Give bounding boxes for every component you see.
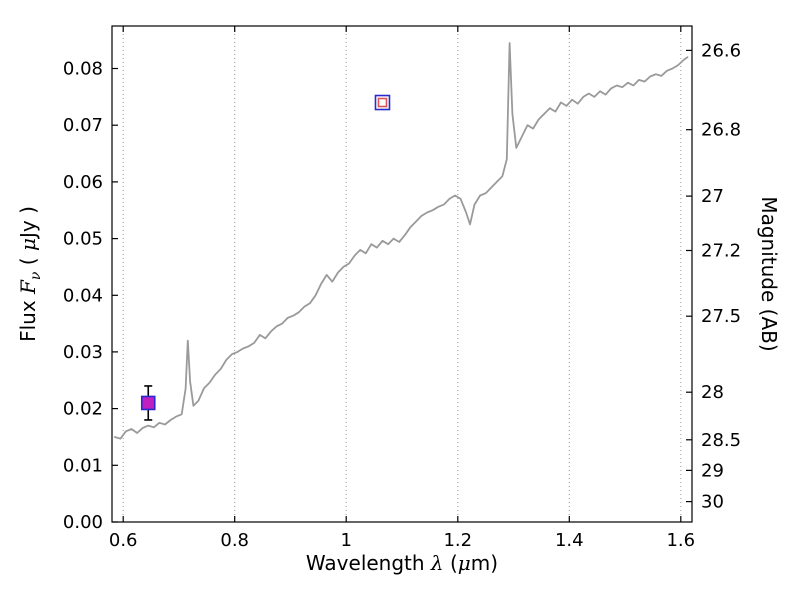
mu-symbol: μ xyxy=(16,238,40,252)
mag-tick-label: 28 xyxy=(701,382,724,403)
mag-tick-label: 29 xyxy=(701,460,724,481)
x-axis-label-text: Wavelength xyxy=(305,551,431,575)
mu-symbol: μ xyxy=(457,551,471,575)
measured-point-open-inner xyxy=(377,97,388,108)
x-axis-label-text: m) xyxy=(470,551,499,575)
mag-tick-label: 30 xyxy=(701,492,724,513)
y-tick-label: 0.07 xyxy=(63,115,103,136)
nu-subscript: ν xyxy=(28,271,44,281)
x-axis-label-text: ( xyxy=(443,551,458,575)
y-axis-label-text: ( xyxy=(16,251,40,272)
y-axis-label: Flux Fν ( μJy ) xyxy=(16,206,44,342)
x-axis-label: Wavelength λ (μm) xyxy=(112,551,692,575)
measured-point-open xyxy=(374,94,391,111)
mag-tick-label: 27 xyxy=(701,186,724,207)
lambda-symbol: λ xyxy=(430,551,444,575)
y-axis-label-text: Flux xyxy=(16,293,40,342)
y-tick-label: 0.01 xyxy=(63,455,103,476)
x-tick-label: 1 xyxy=(340,530,351,551)
y-tick-label: 0.06 xyxy=(63,172,103,193)
mag-tick-label: 26.8 xyxy=(701,120,741,141)
measured-point-filled xyxy=(140,395,156,411)
x-tick-label: 0.6 xyxy=(109,530,138,551)
x-tick-label: 1.6 xyxy=(666,530,695,551)
x-tick-label: 1.4 xyxy=(555,530,584,551)
x-tick-label: 1.2 xyxy=(443,530,472,551)
flux-symbol: F xyxy=(16,280,40,294)
plot-frame xyxy=(111,25,693,523)
y-tick-label: 0.00 xyxy=(63,512,103,533)
y-tick-label: 0.08 xyxy=(63,59,103,80)
y-axis-label-text: Jy ) xyxy=(16,206,40,239)
spectrum-line xyxy=(113,42,689,440)
mag-tick-label: 27.2 xyxy=(701,241,741,262)
y-tick-label: 0.04 xyxy=(63,285,103,306)
y-tick-label: 0.03 xyxy=(63,342,103,363)
y-tick-label: 0.05 xyxy=(63,229,103,250)
mag-tick-label: 28.5 xyxy=(701,430,741,451)
right-axis-label: Magnitude (AB) xyxy=(757,196,781,352)
mag-tick-label: 26.6 xyxy=(701,40,741,61)
x-tick-label: 0.8 xyxy=(220,530,249,551)
mag-tick-label: 27.5 xyxy=(701,306,741,327)
y-tick-label: 0.02 xyxy=(63,399,103,420)
